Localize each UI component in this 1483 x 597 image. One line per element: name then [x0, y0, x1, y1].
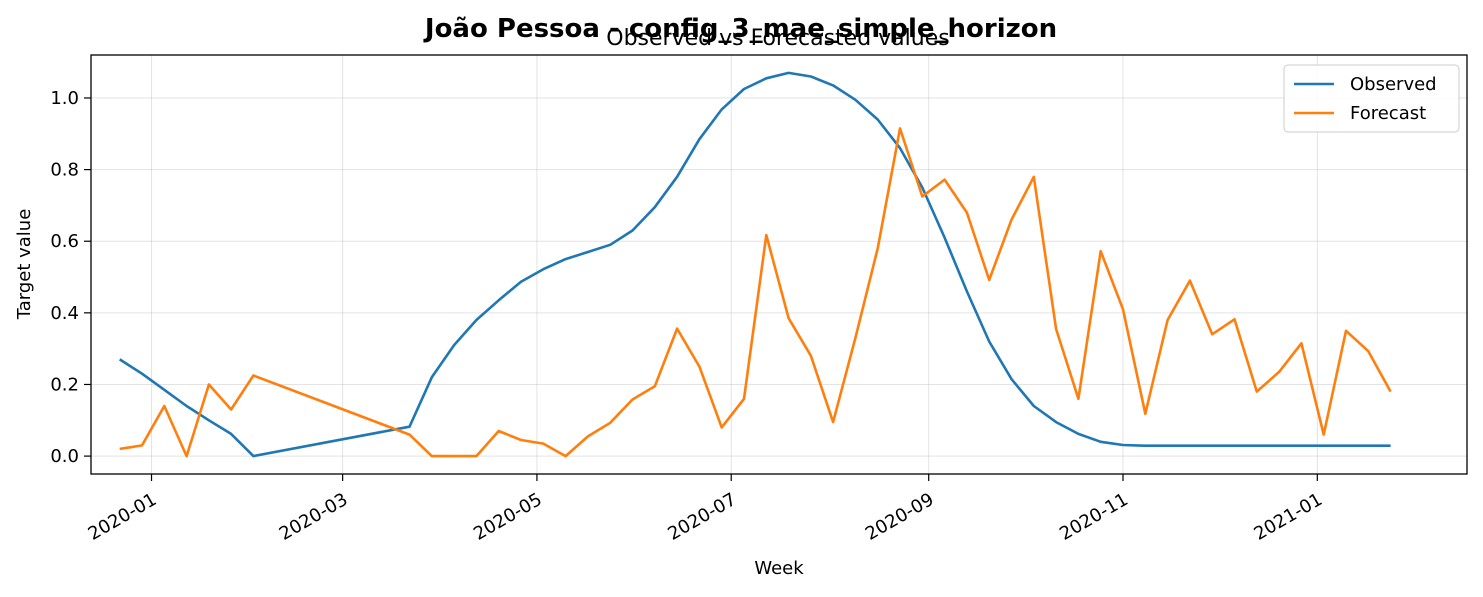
- x-tick-label: 2020-07: [664, 489, 740, 545]
- series-layer: [118, 71, 1392, 458]
- x-tick-label: 2020-11: [1056, 489, 1132, 545]
- plot-area-frame: [90, 54, 1468, 475]
- x-tick-label: 2020-05: [470, 489, 546, 545]
- chart-title: Observed vs Forecasted values: [606, 26, 949, 51]
- series-line-observed: [118, 71, 1391, 458]
- x-axis-ticks: 2020-01 2020-03 2020-05 2020-07 2020-09 2020-…: [85, 474, 1326, 545]
- x-tick-label: 2021-01: [1250, 489, 1326, 545]
- y-tick-label: 0.0: [50, 446, 79, 467]
- legend-label-observed: Observed: [1350, 74, 1437, 95]
- legend-box: [1283, 64, 1460, 133]
- y-tick-label: 0.4: [50, 303, 79, 324]
- y-tick-label: 0.2: [50, 374, 79, 395]
- grid-layer: [91, 55, 1467, 474]
- legend: Observed Forecast: [1283, 64, 1460, 133]
- legend-label-forecast: Forecast: [1350, 103, 1426, 124]
- legend-entries: Observed Forecast: [1294, 74, 1437, 124]
- y-tick-label: 0.6: [50, 231, 79, 252]
- x-tick-label: 2020-01: [85, 489, 161, 545]
- y-axis-label: Target value: [14, 209, 35, 321]
- x-tick-label: 2020-03: [276, 489, 352, 545]
- y-axis-ticks: 0.0 0.2 0.4 0.6 0.8 1.0: [50, 88, 91, 467]
- y-tick-label: 1.0: [50, 88, 79, 109]
- x-tick-label: 2020-09: [862, 489, 938, 545]
- y-tick-label: 0.8: [50, 160, 79, 181]
- x-axis-label: Week: [754, 558, 804, 579]
- series-line-forecast: [119, 127, 1392, 458]
- chart-suptitle: João Pessoa - config_3_mae_simple_horizo…: [423, 14, 1057, 44]
